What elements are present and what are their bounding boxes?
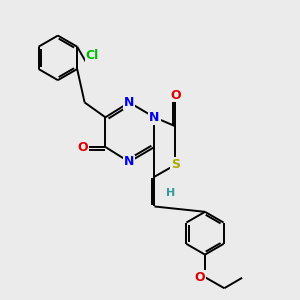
Text: O: O (170, 88, 181, 101)
Text: O: O (194, 271, 205, 284)
Text: N: N (124, 96, 134, 109)
Text: S: S (171, 158, 180, 171)
Text: O: O (78, 140, 88, 154)
Text: N: N (149, 111, 160, 124)
Text: H: H (166, 188, 176, 198)
Text: Cl: Cl (85, 50, 99, 62)
Text: N: N (124, 155, 134, 168)
